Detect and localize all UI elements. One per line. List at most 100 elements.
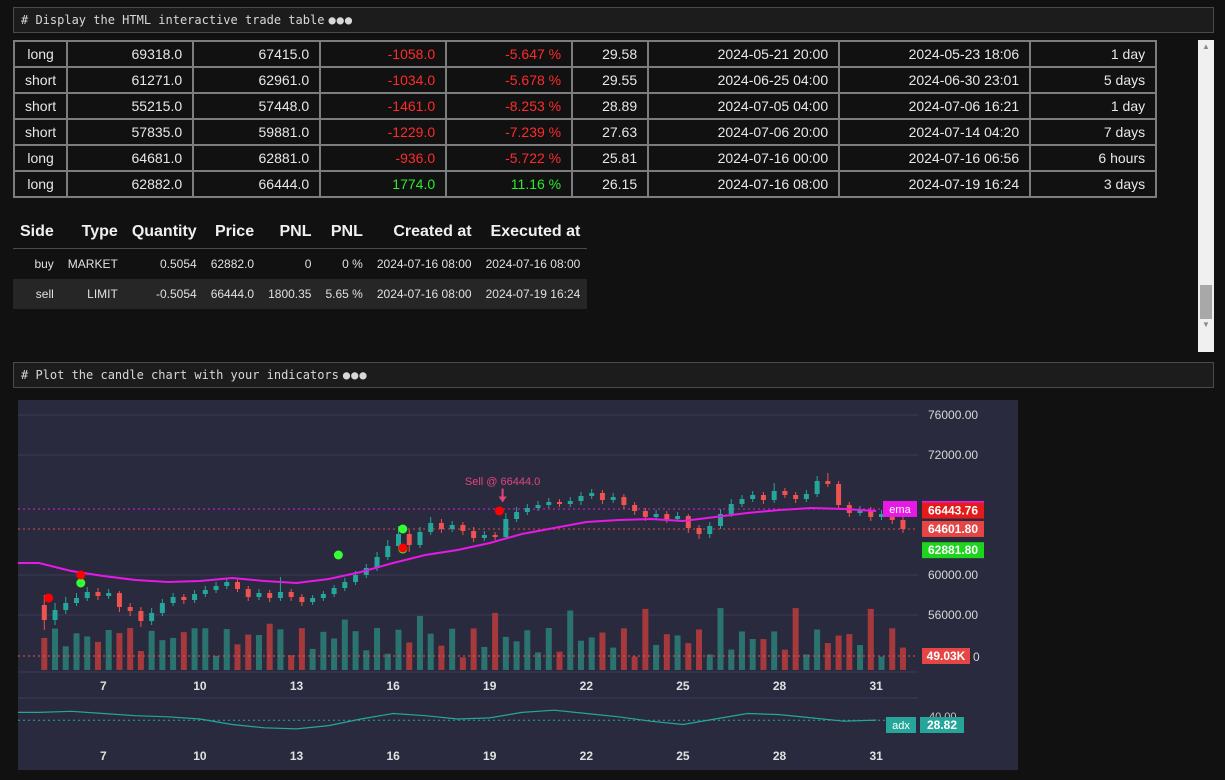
candle-body [374,557,380,568]
candle-body [299,597,305,602]
price-label-bg [922,520,984,537]
volume-bar [41,638,48,670]
candle-body [106,593,112,596]
sell-annotation-label: Sell @ 66444.0 [465,476,540,488]
volume-bar [513,641,520,670]
trade-row[interactable]: long 64681.0 62881.0 -936.0 -5.722 % 25.81 202… [12,144,1158,172]
trade-row[interactable]: long 69318.0 67415.0 -1058.0 -5.647 % 29.58 20… [12,40,1158,68]
volume-bar [245,634,252,670]
orders-header-cell: Side [13,216,61,249]
volume-bar [792,608,799,670]
candle-chart-svg[interactable]: 76000.00 72000.00 60000.00 56000.00 Sell @ 6… [18,400,1018,770]
candle-body [685,516,691,528]
trade-opened-at-cell: 2024-07-06 20:00 [647,118,841,146]
scroll-up-arrow-icon[interactable]: ▲ [1202,42,1210,51]
volume-bar [438,645,445,670]
candle-body [428,523,434,532]
candle-body [578,496,584,501]
orders-header-cell: PNL [261,216,319,249]
volume-bar [384,653,391,670]
candle-body [642,511,648,517]
scroll-thumb[interactable] [1200,285,1212,319]
candle-body [771,491,777,500]
trade-marker-dot [333,550,343,560]
candle-body [557,502,563,504]
candle-body [471,531,477,538]
time-axis-tick-label: 7 [100,749,107,763]
volume-bar [116,633,123,670]
candle-body [73,598,79,603]
candle-body [836,484,842,505]
time-axis-tick-label: 28 [773,749,787,763]
volume-bar [288,655,295,670]
candle-body [438,523,444,529]
candle-body [449,525,455,529]
volume-bar [771,631,778,670]
candle-body [868,510,874,517]
trade-row[interactable]: short 61271.0 62961.0 -1034.0 -5.678 % 29.55 2… [12,66,1158,94]
trade-closed-at-cell: 2024-05-23 18:06 [838,40,1032,68]
more-dots-icon[interactable]: ●●● [342,368,368,382]
time-axis-tick-label: 7 [100,679,107,693]
orders-header-cell: Created at [369,216,479,249]
output-scrollbar[interactable]: ▲ ▼ [1198,40,1214,352]
candle-body [535,505,541,508]
volume-bar [159,640,166,670]
volume-bar [309,648,316,670]
volume-bar [867,608,874,670]
candle-body [159,603,165,613]
order-created-cell: 2024-07-16 08:00 [369,279,479,309]
volume-bar [191,628,198,670]
cell-header-candle-chart[interactable]: # Plot the candle chart with your indica… [13,362,1214,388]
trade-duration-cell: 1 day [1029,92,1158,120]
scroll-down-arrow-icon[interactable]: ▼ [1202,320,1210,329]
candle-body [406,534,412,545]
candle-body [84,592,90,598]
volume-bar [266,623,273,670]
trade-row[interactable]: short 55215.0 57448.0 -1461.0 -8.253 % 28.89 2… [12,92,1158,120]
adx-name-bg [886,717,916,733]
volume-bar [524,630,531,670]
volume-bar [781,649,788,670]
trade-entry-price-cell: 62882.0 [66,170,195,198]
trade-side-cell: short [12,92,69,120]
more-dots-icon[interactable]: ●●● [328,13,354,27]
volume-bar [341,619,348,670]
candle-body [707,526,713,534]
trade-exit-price-cell: 59881.0 [192,118,322,146]
time-axis-tick-label: 13 [290,749,304,763]
trade-pnl-cell: -1058.0 [319,40,448,68]
volume-bar [653,644,660,670]
volume-bar [492,612,499,670]
trade-output-area: long 69318.0 67415.0 -1058.0 -5.647 % 29.58 20… [0,40,1212,352]
candle-chart[interactable]: 76000.00 72000.00 60000.00 56000.00 Sell @ 6… [18,400,1018,770]
time-axis-tick-label: 19 [483,749,497,763]
volume-bar [824,643,831,670]
trade-marker-dot [76,578,86,588]
volume-bar [277,629,284,670]
order-row[interactable]: sell LIMIT -0.5054 66444.0 1800.35 5.65 % 2024… [13,279,588,309]
candle-body [760,495,766,500]
volume-bar [363,650,370,670]
candle-body [149,613,155,621]
order-side-cell: sell [13,279,61,309]
candle-body [481,535,487,538]
price-axis-tick-label: 60000.00 [928,568,978,582]
candle-body [567,501,573,504]
order-quantity-cell: -0.5054 [124,279,204,309]
volume-bar [298,628,305,670]
trade-row[interactable]: long 62882.0 66444.0 1774.0 11.16 % 26.15 2024… [12,170,1158,198]
volume-label: 49.03K [927,649,966,663]
trade-score-cell: 29.58 [571,40,650,68]
volume-bar [481,646,488,670]
trade-marker-dot [44,593,54,603]
cell-header-trade-table[interactable]: # Display the HTML interactive trade tab… [13,7,1214,33]
trade-score-cell: 26.15 [571,170,650,198]
trade-row[interactable]: short 57835.0 59881.0 -1229.0 -7.239 % 27.63 2… [12,118,1158,146]
candle-body [460,525,466,531]
volume-bar [374,628,381,670]
volume-bar [685,643,692,670]
order-row[interactable]: buy MARKET 0.5054 62882.0 0 0 % 2024-07-16 08:… [13,249,587,280]
candle-body [632,505,638,511]
ema-line [18,506,877,585]
